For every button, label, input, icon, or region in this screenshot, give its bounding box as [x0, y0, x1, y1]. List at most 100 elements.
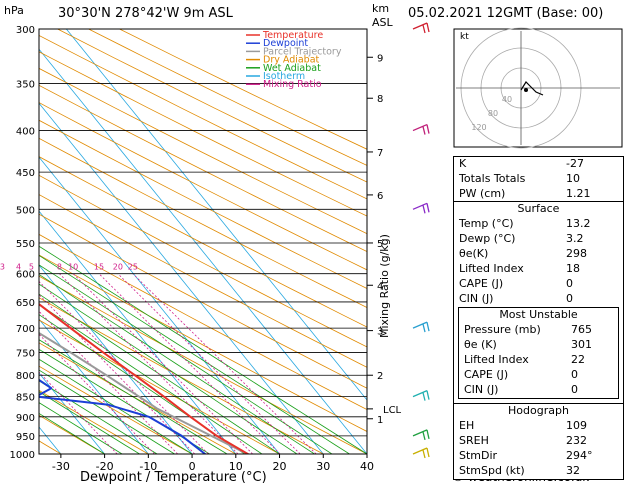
mixing-ratio-tick-label: 8 — [57, 263, 62, 272]
dry-adiabat-line — [39, 34, 367, 200]
wind-barb — [412, 202, 428, 210]
mixing-ratio-line — [39, 333, 155, 454]
pressure-tick-label: 850 — [16, 393, 35, 404]
pressure-tick-label: 950 — [16, 432, 35, 443]
most-unstable-box: Most Unstable Pressure (mb) 765 θe (K) 301 L… — [458, 307, 619, 399]
wet-adiabat-line — [39, 391, 140, 454]
hodograph-ring-label: 80 — [488, 109, 498, 118]
asl-unit-label: ASL — [372, 16, 393, 29]
pressure-unit-label: hPa — [4, 4, 24, 17]
mixing-ratio-tick-label: 15 — [94, 263, 104, 272]
x-axis-label: Dewpoint / Temperature (°C) — [80, 470, 267, 485]
legend-entry: Dry Adiabat — [263, 55, 320, 66]
wet-adiabat-line — [39, 402, 123, 454]
km-tick-label: 6 — [377, 191, 383, 202]
detail-panel: Surface Temp (°C) 13.2 Dewp (°C) 3.2 θe(K) 29… — [453, 201, 624, 480]
wind-barb-flag — [426, 22, 430, 33]
legend-entry: Temperature — [262, 30, 323, 41]
isotherm-line — [39, 264, 193, 454]
lcl-label: LCL — [383, 405, 402, 416]
wind-barb-flag — [422, 126, 426, 135]
indices-panel: K -27 Totals Totals 10 PW (cm) 1.21 — [453, 156, 624, 203]
wind-barb — [412, 447, 428, 455]
km-tick-label: 8 — [377, 94, 383, 105]
row-value: 22 — [571, 353, 585, 366]
dry-adiabat-line — [119, 29, 367, 150]
km-tick-label: 2 — [377, 371, 383, 382]
wind-barb-flag — [422, 392, 426, 401]
km-tick-label: 1 — [377, 415, 383, 426]
row-label: CAPE (J) — [464, 368, 509, 381]
table-row: EH 109 — [454, 419, 623, 434]
wind-barb-flag — [426, 390, 430, 400]
isotherm-line — [39, 318, 149, 454]
wind-barb-flag — [422, 323, 426, 333]
dry-adiabat-line — [39, 342, 236, 454]
row-label: CIN (J) — [464, 383, 499, 396]
wind-barb — [412, 22, 428, 30]
hodograph-storm-marker — [524, 88, 528, 92]
hodograph-unit-label: kt — [460, 32, 469, 42]
wind-barb-flag — [426, 124, 430, 134]
dry-adiabat-line — [57, 29, 367, 183]
isotherm-line — [39, 210, 237, 454]
mixing-ratio-tick-label: 4 — [16, 263, 21, 272]
row-label: EH — [459, 419, 475, 432]
pressure-tick-label: 750 — [16, 348, 35, 359]
station-location: 30°30'N 278°42'W 9m ASL — [58, 6, 233, 21]
pressure-tick-label: 450 — [16, 168, 35, 179]
mixing-ratio-tick-label: 5 — [29, 263, 34, 272]
row-label: CAPE (J) — [459, 277, 504, 290]
isotherm-line — [0, 29, 17, 454]
wind-barb — [412, 429, 428, 437]
row-label: θe (K) — [464, 338, 497, 351]
wind-barb-flag — [426, 203, 430, 213]
km-tick-label: 9 — [377, 53, 383, 64]
legend-entry: Wet Adiabat — [263, 63, 321, 74]
row-value: 10 — [566, 172, 580, 185]
row-value: 0 — [566, 277, 573, 290]
x-tick-label: -20 — [96, 460, 114, 473]
wind-barb-flag — [422, 24, 426, 34]
isotherm-line — [39, 372, 105, 454]
table-row: StmDir 294° — [454, 449, 623, 464]
x-tick-label: 20 — [273, 460, 287, 473]
x-tick-label: 40 — [360, 460, 374, 473]
sounding-datetime: 05.02.2021 12GMT (Base: 00) — [408, 6, 604, 21]
x-tick-label: 0 — [189, 460, 196, 473]
hodograph-params-title: Hodograph — [454, 403, 623, 419]
dry-adiabat-line — [39, 119, 367, 289]
mixing-ratio-tick-label: 20 — [113, 263, 123, 272]
pressure-tick-label: 1000 — [10, 450, 35, 461]
row-value: 301 — [571, 338, 592, 351]
row-label: Temp (°C) — [459, 217, 514, 230]
wind-barb-flag — [426, 321, 430, 332]
wet-adiabat-line — [39, 283, 298, 454]
dry-adiabat-line — [39, 51, 367, 217]
temperature-line — [39, 302, 250, 454]
row-label: Totals Totals — [459, 172, 526, 185]
isotherm-line — [39, 102, 324, 454]
most-unstable-title: Most Unstable — [499, 308, 578, 321]
pressure-tick-label: 700 — [16, 324, 35, 335]
pressure-tick-label: 500 — [16, 205, 35, 216]
wind-barb — [412, 390, 428, 398]
wet-adiabat-line — [39, 264, 333, 454]
table-row: CAPE (J) 0 — [454, 277, 623, 292]
row-label: Lifted Index — [459, 262, 524, 275]
pressure-tick-label: 900 — [16, 413, 35, 424]
row-label: SREH — [459, 434, 489, 447]
row-label: Dewp (°C) — [459, 232, 516, 245]
pressure-tick-label: 400 — [16, 127, 35, 138]
mixing-ratio-line — [72, 273, 253, 454]
table-row: Totals Totals 10 — [454, 172, 623, 187]
x-tick-label: -30 — [52, 460, 70, 473]
mixing-ratio-tick-label: 3 — [0, 263, 5, 272]
row-value: 0 — [571, 383, 578, 396]
wet-adiabat-line — [39, 303, 263, 454]
wet-adiabat-line — [39, 293, 280, 454]
table-row: Dewp (°C) 3.2 — [454, 232, 623, 247]
table-row: CIN (J) 0 — [454, 292, 623, 307]
legend-entry: Parcel Trajectory — [263, 46, 342, 57]
table-row: θe (K) 301 — [459, 338, 618, 353]
